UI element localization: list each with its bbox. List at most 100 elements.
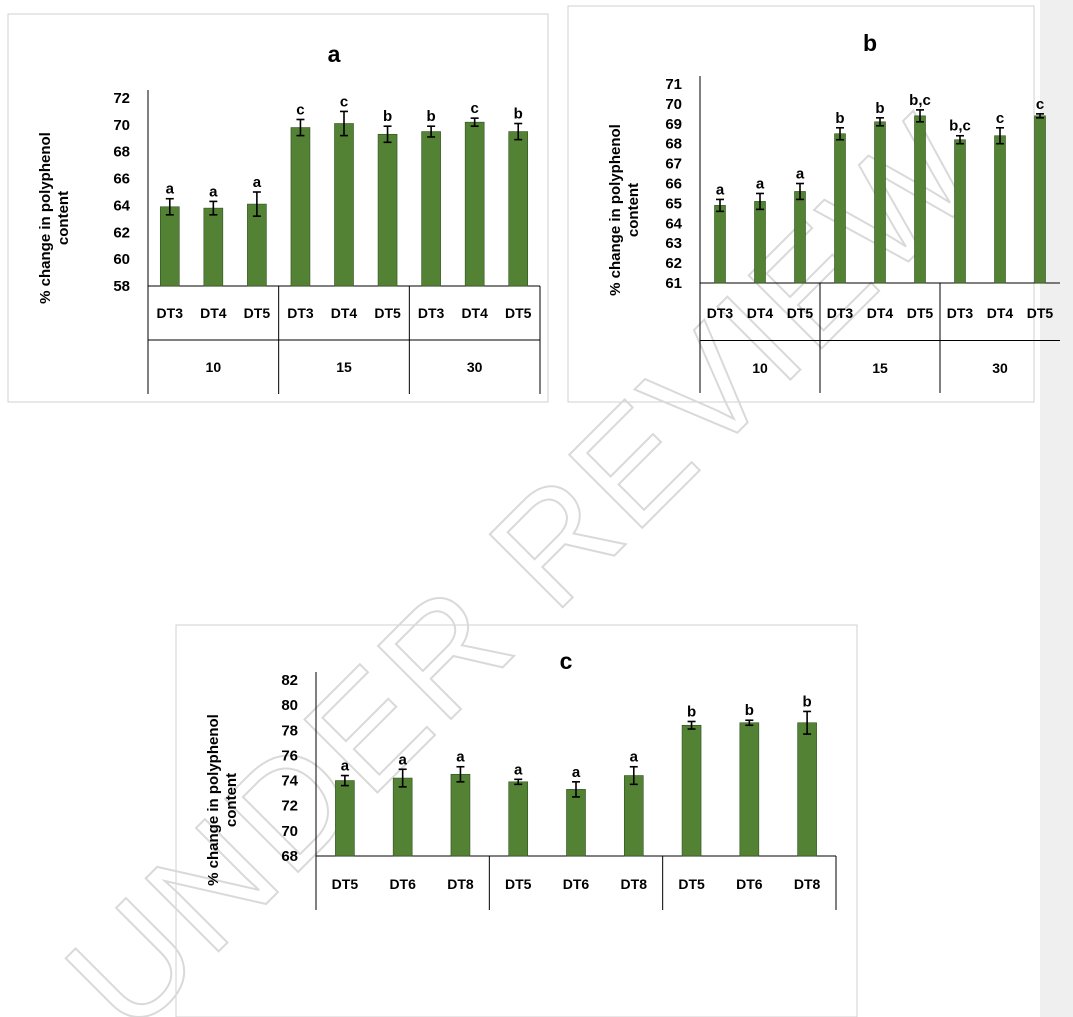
data-label: c [470,100,478,117]
y-tick-label: 62 [113,224,130,241]
category-label: DT3 [707,305,734,321]
category-label: DT5 [1027,305,1054,321]
group-label: 10 [206,359,222,375]
chart-2: b % change in polyphenolcontent 61 62 63 64 65… [607,30,1060,393]
data-label: a [253,174,262,191]
bar [334,123,354,287]
data-label: a [398,751,407,768]
data-label: c [996,110,1004,127]
group-label: 15 [336,359,352,375]
category-label: DT6 [389,876,416,892]
y-axis-label: % change in polyphenolcontent [37,132,72,304]
bar [450,773,471,857]
data-label: a [514,761,523,778]
bar [739,722,760,857]
bar [203,207,224,287]
bar [797,722,817,857]
chart-frame [175,624,858,1017]
y-axis-label: % change in polyphenolcontent [607,124,642,296]
y-tick-label: 60 [113,251,130,268]
bar [290,127,311,287]
data-label: c [296,101,304,118]
y-tick-label: 70 [281,823,298,840]
y-tick-label: 80 [281,697,298,714]
chart-3: c % change in polyphenolcontent 68 70 72 74 76… [205,648,837,910]
data-label: a [630,749,639,766]
y-tick-label: 74 [281,773,298,790]
data-label: b,c [949,118,971,135]
bar [623,775,644,857]
y-axis-label: % change in polyphenolcontent [205,714,240,886]
data-label: a [209,183,218,200]
y-tick-label: 78 [281,722,298,739]
chart-frames [7,5,1035,1017]
category-label: DT3 [287,305,314,321]
category-label: DT5 [787,305,814,321]
y-tick-label: 82 [281,672,298,689]
y-tick-label: 58 [113,278,130,295]
y-tick-label: 68 [113,144,130,161]
category-label: DT6 [563,876,590,892]
chart-1: a % change in polyphenolcontent 58 60 62 64 66… [37,41,541,394]
data-label: a [796,166,805,183]
data-label: a [166,181,175,198]
bar [464,121,485,287]
y-tick-label: 64 [665,215,682,232]
bar [914,115,926,284]
data-label: a [456,749,465,766]
category-label: DT4 [747,305,774,321]
y-tick-label: 72 [113,90,130,107]
category-label: DT3 [947,305,974,321]
category-label: DT5 [505,876,532,892]
data-label: a [341,758,350,775]
category-label: DT3 [157,305,184,321]
category-label: DT4 [200,305,227,321]
y-tick-label: 66 [665,176,682,193]
category-label: DT5 [374,305,401,321]
y-tick-label: 68 [665,136,682,153]
chart-frame [567,5,1035,403]
data-label: b [803,693,812,710]
data-label: a [572,764,581,781]
data-label: b,c [909,92,931,109]
chart-title: c [560,648,573,674]
bar [566,789,586,857]
category-label: DT4 [987,305,1014,321]
y-tick-label: 69 [665,116,682,133]
y-tick-label: 68 [281,848,298,865]
bar [377,133,398,287]
data-label: c [1036,96,1044,113]
bar [1034,115,1046,284]
category-label: DT5 [505,305,532,321]
bar [714,205,726,284]
group-label: 30 [992,360,1008,376]
y-tick-label: 71 [665,76,682,93]
category-label: DT6 [736,876,763,892]
bar [874,121,886,284]
category-label: DT4 [461,305,488,321]
y-tick-label: 63 [665,235,682,252]
y-tick-label: 72 [281,798,298,815]
bar [421,131,441,287]
chart-title: b [863,30,877,56]
category-label: DT8 [621,876,648,892]
data-label: c [340,93,348,110]
category-label: DT5 [332,876,359,892]
category-label: DT4 [867,305,894,321]
bar [681,724,702,857]
category-label: DT3 [827,305,854,321]
bar [159,206,180,287]
group-label: 15 [872,360,888,376]
y-tick-label: 62 [665,255,682,272]
group-label: 30 [467,359,483,375]
y-tick-label: 64 [113,197,130,214]
group-label: 10 [752,360,768,376]
bar [392,777,413,857]
data-label: b [383,108,392,125]
bar [834,133,846,284]
data-label: a [756,175,765,192]
bar [335,780,355,857]
data-label: b [427,108,436,125]
category-label: DT4 [331,305,358,321]
y-tick-label: 70 [665,96,682,113]
